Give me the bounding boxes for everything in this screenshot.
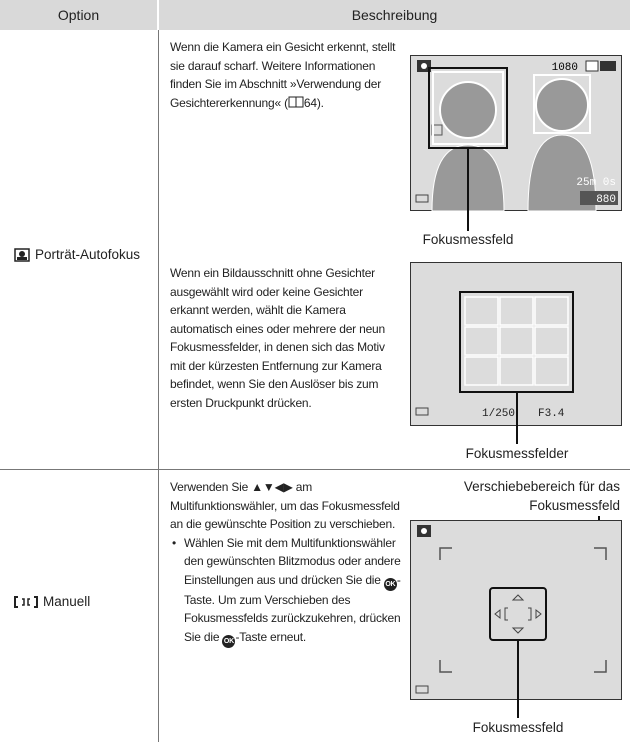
option-label: Manuell xyxy=(43,594,91,609)
bullet-dot: • xyxy=(172,535,177,550)
caption: Verschiebebereich für das Fokusmessfeld xyxy=(463,479,620,513)
bullet-text: -Taste erneut. xyxy=(235,629,307,644)
row-divider xyxy=(0,469,630,470)
callout-line xyxy=(467,211,469,231)
option-cell: Manuell xyxy=(14,594,90,609)
caption: Fokusmessfeld xyxy=(422,232,514,247)
description: Verwenden Sie ▲▼◀▶ am Multifunktionswähl… xyxy=(170,478,402,648)
portrait-icon xyxy=(14,247,30,262)
screen-info: 880 xyxy=(596,194,616,206)
page-ref: 64). xyxy=(303,95,324,110)
camera-screen xyxy=(410,520,622,700)
ok-icon: OK xyxy=(383,577,397,591)
screen-info: 1080 xyxy=(552,62,578,74)
header-option: Option xyxy=(0,0,157,30)
caption: Fokusmessfelder xyxy=(465,446,569,461)
camera-screen: 1/250 F3.4 xyxy=(410,262,622,426)
header-description: Beschreibung xyxy=(159,0,630,30)
description-text: Wenn die Kamera ein Gesicht erkennt, ste… xyxy=(170,40,396,110)
description: Wenn ein Bildausschnitt ohne Gesichter a… xyxy=(170,266,385,410)
column-divider xyxy=(158,30,159,742)
book-icon xyxy=(288,96,304,107)
screen-info: 1/250 xyxy=(482,408,515,420)
manual-icon xyxy=(14,595,38,608)
screen-info: 25m 0s xyxy=(576,177,616,189)
camera-screen: 1080 25m 0s 880 xyxy=(410,55,622,211)
screen-info: F3.4 xyxy=(538,408,565,420)
option-label: Porträt-Autofokus xyxy=(35,247,141,262)
caption: Fokusmessfeld xyxy=(472,720,564,735)
description-text: Verwenden Sie ▲▼◀▶ am Multifunktionswähl… xyxy=(170,480,400,531)
option-cell: Porträt-Autofokus xyxy=(14,247,140,262)
bullet-text: Wählen Sie mit dem Multifunktionswähler … xyxy=(184,535,401,587)
callout-line xyxy=(517,700,519,718)
callout-line xyxy=(516,426,518,444)
bullet: • Wählen Sie mit dem Multifunktionswähler… xyxy=(170,534,402,648)
bullet-text: -Taste. Um zum Verschieben des Fokusmess… xyxy=(184,572,401,644)
ok-icon: OK xyxy=(222,634,236,648)
description: Wenn die Kamera ein Gesicht erkennt, ste… xyxy=(170,38,402,112)
